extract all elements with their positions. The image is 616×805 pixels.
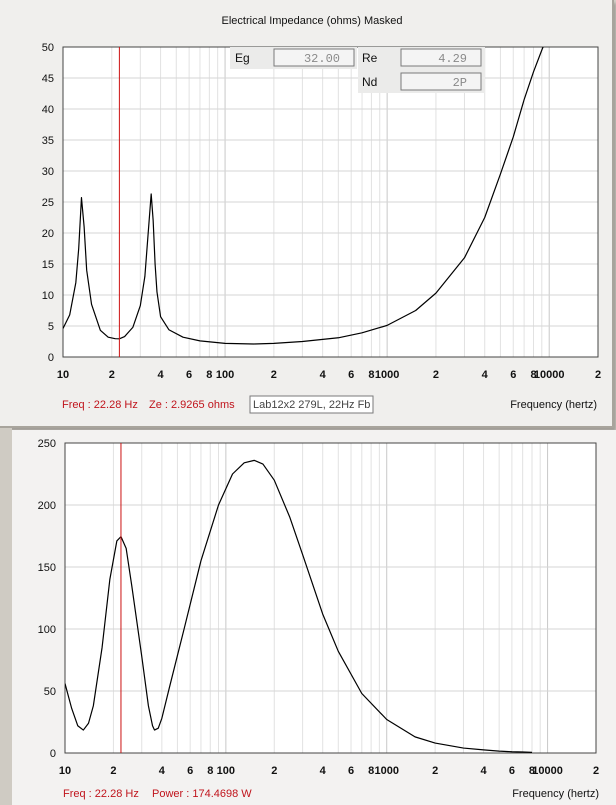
x-tick-label: 6 <box>509 765 515 777</box>
y-tick-label: 150 <box>38 562 56 574</box>
impedance-window: 0 5 10 15 20 25 30 35 40 45 50 10 2 4 6 8 100 2 4 6 8 1000 2 4 6… <box>0 0 614 428</box>
y-tick-label: 200 <box>38 500 56 512</box>
nd-field <box>400 72 482 91</box>
cursor-value-readout: Ze : 2.9265 ohms <box>149 399 235 411</box>
plot-area <box>65 443 596 753</box>
x-tick-label: 1000 <box>375 369 399 381</box>
re-label: Re <box>362 51 378 65</box>
nd-label: Nd <box>362 75 377 89</box>
x-tick-label: 10 <box>57 369 69 381</box>
cursor-frequency-readout: Freq : 22.28 Hz <box>63 788 139 800</box>
re-value: 4.29 <box>438 52 467 66</box>
x-tick-label: 8 <box>530 369 536 381</box>
x-tick-label: 4 <box>159 765 166 777</box>
y-tick-label: 5 <box>48 321 54 333</box>
x-tick-label: 6 <box>348 765 354 777</box>
nd-value: 2P <box>453 76 467 90</box>
x-tick-label: 1000 <box>374 765 398 777</box>
y-tick-label: 45 <box>42 73 54 85</box>
y-tick-label: 250 <box>38 438 56 450</box>
x-tick-label: 2 <box>593 765 599 777</box>
y-tick-label: 0 <box>50 748 56 760</box>
x-tick-label: 2 <box>271 765 277 777</box>
x-tick-label: 2 <box>109 369 115 381</box>
series-line <box>63 47 544 345</box>
y-tick-label: 15 <box>42 259 54 271</box>
eg-label: Eg <box>235 51 250 65</box>
x-tick-label: 8 <box>207 765 213 777</box>
y-tick-label: 20 <box>42 228 54 240</box>
x-tick-label: 6 <box>510 369 516 381</box>
plot-frame <box>64 442 597 754</box>
x-tick-label: 4 <box>481 765 488 777</box>
x-tick-label: 10000 <box>534 369 565 381</box>
cursor-frequency-readout: Freq : 22.28 Hz <box>62 399 138 411</box>
chart-title: Electrical Impedance (ohms) Masked <box>222 15 403 27</box>
x-tick-label: 2 <box>432 765 438 777</box>
legend-text: Lab12x2 279L, 22Hz Fb <box>253 399 370 411</box>
x-tick-label: 4 <box>482 369 489 381</box>
y-tick-label: 50 <box>44 686 56 698</box>
y-tick-label: 100 <box>38 624 56 636</box>
legend-box <box>249 395 374 414</box>
x-tick-label: 6 <box>348 369 354 381</box>
x-tick-label: 8 <box>529 765 535 777</box>
series-line <box>65 459 533 753</box>
re-field <box>400 48 482 67</box>
x-tick-label: 6 <box>187 765 193 777</box>
y-tick-label: 40 <box>42 104 54 116</box>
x-tick-label: 100 <box>216 369 234 381</box>
x-tick-label: 2 <box>595 369 601 381</box>
x-tick-label: 4 <box>320 369 327 381</box>
power-window: 0 50 100 150 200 250 10 2 4 6 8 100 2 4 6 8 1000 2 4 6 8 1000… <box>12 430 616 805</box>
x-axis-label: Frequency (hertz) <box>510 399 597 411</box>
x-tick-label: 4 <box>320 765 327 777</box>
x-tick-label: 8 <box>206 369 212 381</box>
x-tick-label: 4 <box>158 369 165 381</box>
x-tick-label: 6 <box>186 369 192 381</box>
x-tick-label: 10 <box>59 765 71 777</box>
x-axis-label: Frequency (hertz) <box>512 788 599 800</box>
x-tick-label: 10000 <box>532 765 563 777</box>
cursor-value-readout: Power : 174.4698 W <box>152 788 252 800</box>
y-tick-label: 0 <box>48 352 54 364</box>
x-tick-label: 100 <box>217 765 235 777</box>
y-tick-label: 50 <box>42 42 54 54</box>
window-gap <box>0 428 12 805</box>
y-tick-label: 30 <box>42 166 54 178</box>
x-tick-label: 2 <box>271 369 277 381</box>
x-tick-label: 2 <box>110 765 116 777</box>
x-tick-label: 2 <box>433 369 439 381</box>
y-tick-label: 25 <box>42 197 54 209</box>
x-tick-label: 8 <box>368 369 374 381</box>
x-tick-label: 8 <box>368 765 374 777</box>
eg-field <box>273 48 355 67</box>
eg-value: 32.00 <box>304 52 340 66</box>
y-tick-label: 10 <box>42 290 54 302</box>
y-tick-label: 35 <box>42 135 54 147</box>
